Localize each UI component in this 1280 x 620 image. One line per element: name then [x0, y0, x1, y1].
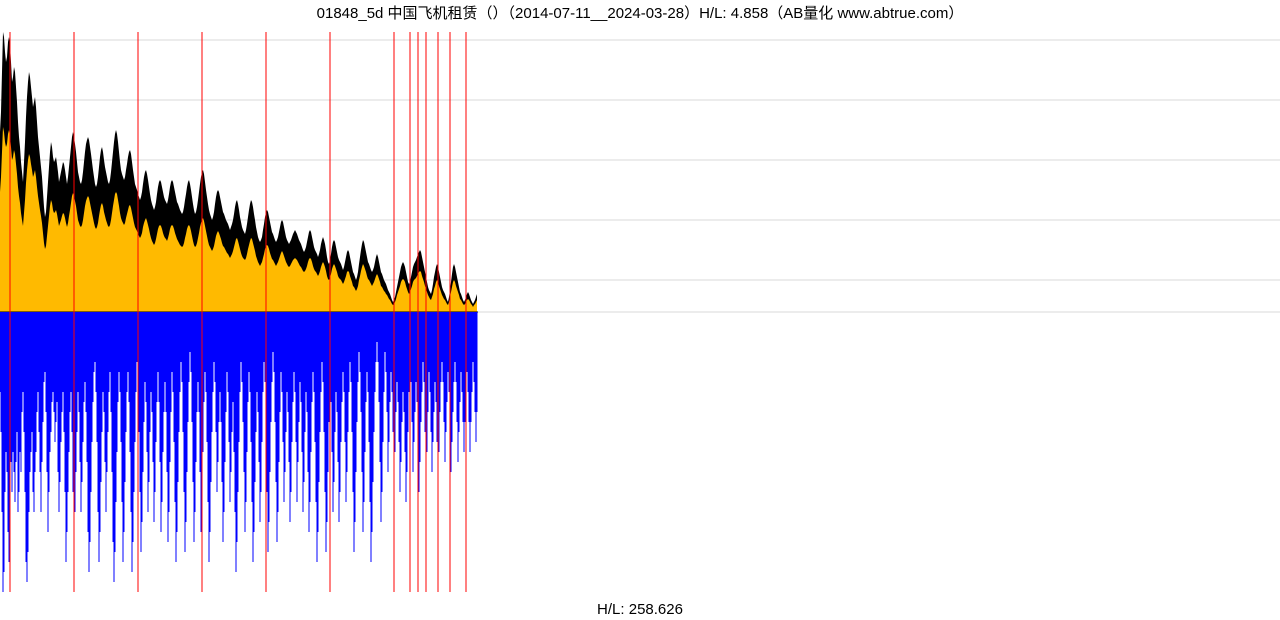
chart-footer: H/L: 258.626 [0, 601, 1280, 618]
chart-title: 01848_5d 中国飞机租赁（）（2014-07-11__2024-03-28… [0, 2, 1280, 23]
price-volume-chart [0, 22, 1280, 602]
